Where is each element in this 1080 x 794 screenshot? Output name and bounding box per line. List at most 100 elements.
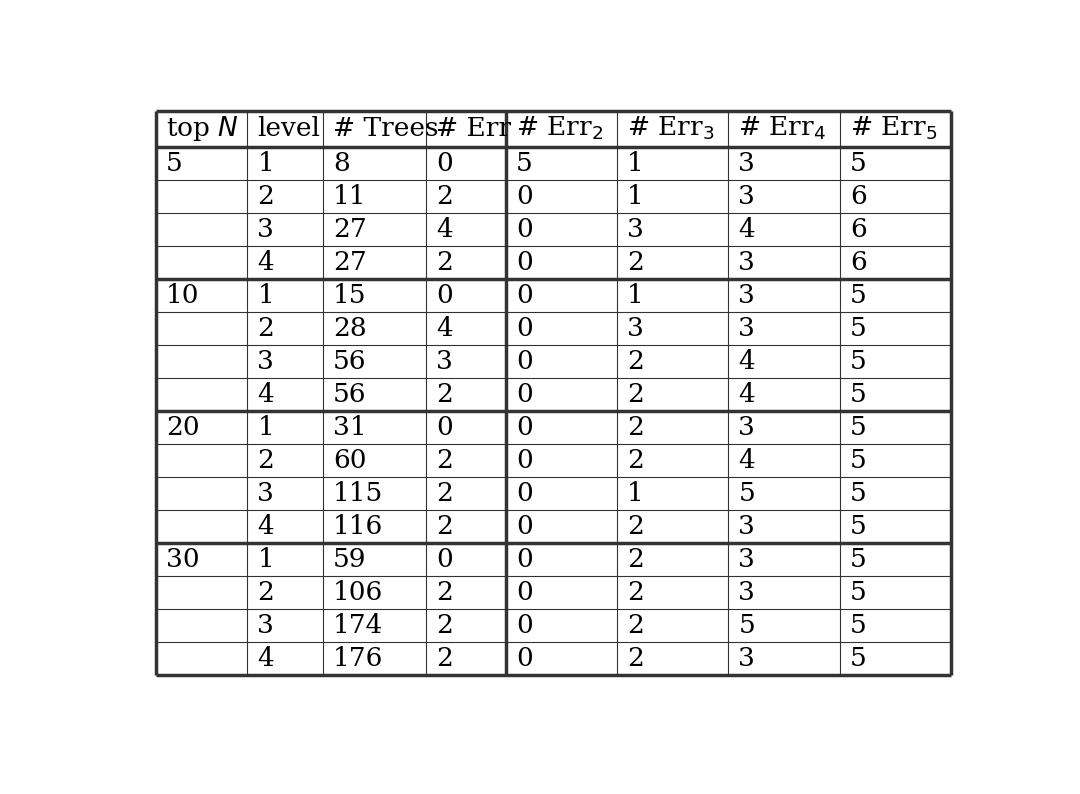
Text: 2: 2 xyxy=(436,514,454,539)
Text: 2: 2 xyxy=(257,580,274,605)
Text: 56: 56 xyxy=(333,382,366,407)
Text: 0: 0 xyxy=(516,382,532,407)
Text: 2: 2 xyxy=(627,514,644,539)
Text: 4: 4 xyxy=(436,217,454,241)
Text: 5: 5 xyxy=(850,283,866,308)
Text: 5: 5 xyxy=(516,151,532,175)
Text: 115: 115 xyxy=(333,481,383,506)
Text: 0: 0 xyxy=(516,414,532,440)
Text: 27: 27 xyxy=(333,217,367,241)
Text: 2: 2 xyxy=(257,316,274,341)
Text: 3: 3 xyxy=(257,217,274,241)
Text: 2: 2 xyxy=(257,183,274,209)
Text: 28: 28 xyxy=(333,316,366,341)
Text: 0: 0 xyxy=(516,514,532,539)
Text: 3: 3 xyxy=(257,349,274,374)
Text: 3: 3 xyxy=(436,349,454,374)
Text: 4: 4 xyxy=(739,382,755,407)
Text: 5: 5 xyxy=(850,646,866,671)
Text: 0: 0 xyxy=(516,349,532,374)
Text: 0: 0 xyxy=(516,183,532,209)
Text: 4: 4 xyxy=(739,448,755,472)
Text: # Err$_3$: # Err$_3$ xyxy=(627,115,715,142)
Text: 2: 2 xyxy=(436,580,454,605)
Text: 3: 3 xyxy=(739,547,755,572)
Text: 0: 0 xyxy=(516,481,532,506)
Text: 5: 5 xyxy=(850,316,866,341)
Text: 15: 15 xyxy=(333,283,366,308)
Text: 2: 2 xyxy=(627,613,644,638)
Text: 10: 10 xyxy=(166,283,200,308)
Text: 3: 3 xyxy=(739,414,755,440)
Text: 5: 5 xyxy=(850,349,866,374)
Text: 1: 1 xyxy=(257,283,274,308)
Text: 0: 0 xyxy=(436,547,454,572)
Text: 0: 0 xyxy=(516,448,532,472)
Text: 4: 4 xyxy=(739,217,755,241)
Text: 0: 0 xyxy=(516,217,532,241)
Text: 3: 3 xyxy=(627,316,644,341)
Text: 2: 2 xyxy=(436,481,454,506)
Text: 5: 5 xyxy=(850,613,866,638)
Text: 11: 11 xyxy=(333,183,366,209)
Text: # Err: # Err xyxy=(436,116,511,141)
Text: 6: 6 xyxy=(850,249,866,275)
Text: 5: 5 xyxy=(850,514,866,539)
Text: 2: 2 xyxy=(436,646,454,671)
Text: 5: 5 xyxy=(850,382,866,407)
Text: 4: 4 xyxy=(257,514,274,539)
Text: 2: 2 xyxy=(627,646,644,671)
Text: 0: 0 xyxy=(516,316,532,341)
Text: 5: 5 xyxy=(850,547,866,572)
Text: 3: 3 xyxy=(627,217,644,241)
Text: 0: 0 xyxy=(436,414,454,440)
Text: 0: 0 xyxy=(436,151,454,175)
Text: 3: 3 xyxy=(739,316,755,341)
Text: 4: 4 xyxy=(436,316,454,341)
Text: 5: 5 xyxy=(739,481,755,506)
Text: 2: 2 xyxy=(627,349,644,374)
Text: 3: 3 xyxy=(739,646,755,671)
Text: 4: 4 xyxy=(739,349,755,374)
Text: 1: 1 xyxy=(257,414,274,440)
Text: 56: 56 xyxy=(333,349,366,374)
Text: 20: 20 xyxy=(166,414,200,440)
Text: 176: 176 xyxy=(333,646,383,671)
Text: # Err$_4$: # Err$_4$ xyxy=(739,115,826,142)
Text: 2: 2 xyxy=(257,448,274,472)
Text: 2: 2 xyxy=(627,249,644,275)
Text: 27: 27 xyxy=(333,249,367,275)
Text: 2: 2 xyxy=(627,580,644,605)
Text: 2: 2 xyxy=(627,414,644,440)
Text: 30: 30 xyxy=(166,547,200,572)
Text: 1: 1 xyxy=(627,283,644,308)
Text: 4: 4 xyxy=(257,646,274,671)
Text: 5: 5 xyxy=(850,580,866,605)
Text: 0: 0 xyxy=(516,283,532,308)
Text: 174: 174 xyxy=(333,613,383,638)
Text: # Err$_5$: # Err$_5$ xyxy=(850,115,937,142)
Text: 0: 0 xyxy=(436,283,454,308)
Text: 3: 3 xyxy=(739,514,755,539)
Text: 5: 5 xyxy=(166,151,183,175)
Text: 1: 1 xyxy=(627,151,644,175)
Text: 3: 3 xyxy=(739,183,755,209)
Text: 5: 5 xyxy=(850,481,866,506)
Text: 3: 3 xyxy=(257,613,274,638)
Text: 31: 31 xyxy=(333,414,366,440)
Text: 0: 0 xyxy=(516,613,532,638)
Text: 2: 2 xyxy=(436,382,454,407)
Text: 3: 3 xyxy=(739,249,755,275)
Text: 60: 60 xyxy=(333,448,366,472)
Text: 0: 0 xyxy=(516,547,532,572)
Text: 1: 1 xyxy=(627,183,644,209)
Text: 3: 3 xyxy=(739,580,755,605)
Text: 6: 6 xyxy=(850,217,866,241)
Text: 3: 3 xyxy=(739,151,755,175)
Text: 2: 2 xyxy=(627,382,644,407)
Text: 2: 2 xyxy=(436,448,454,472)
Text: top $N$: top $N$ xyxy=(166,114,239,143)
Text: 0: 0 xyxy=(516,580,532,605)
Text: 1: 1 xyxy=(257,151,274,175)
Text: 6: 6 xyxy=(850,183,866,209)
